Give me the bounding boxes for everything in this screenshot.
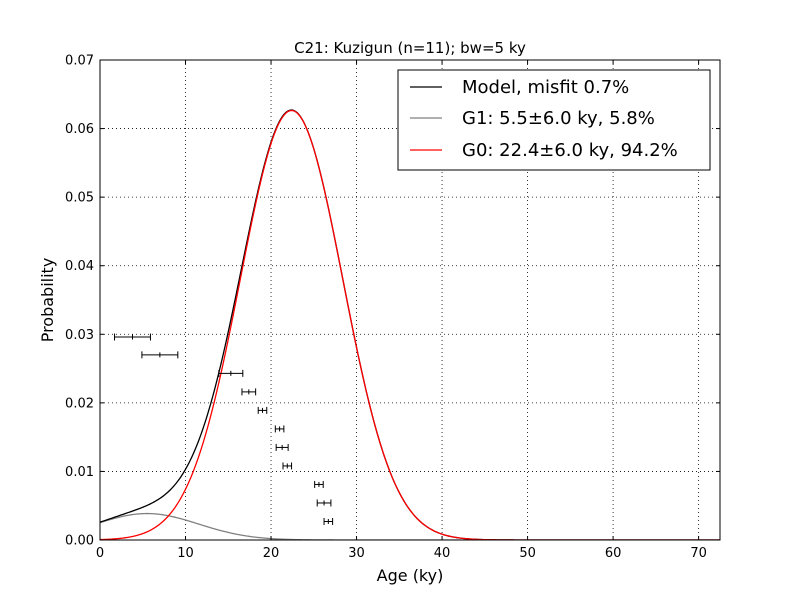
age-errorbar	[114, 333, 151, 341]
legend-label-model: Model, misfit 0.7%	[462, 77, 629, 98]
x-axis-label: Age (ky)	[377, 566, 444, 585]
y-tick-label: 0.05	[65, 191, 94, 206]
age-errorbar	[218, 369, 244, 377]
y-tick-label: 0.06	[65, 122, 94, 137]
legend-label-g1: G1: 5.5±6.0 ky, 5.8%	[462, 108, 655, 129]
age-errorbar	[275, 443, 289, 451]
x-tick-label: 10	[177, 546, 194, 561]
x-tick-label: 70	[690, 546, 707, 561]
y-axis-label: Probability	[38, 258, 57, 343]
age-errorbar	[282, 462, 293, 470]
age-errorbar	[257, 406, 268, 414]
y-tick-label: 0.02	[65, 396, 94, 411]
x-tick-label: 60	[605, 546, 622, 561]
x-tick-label: 30	[348, 546, 365, 561]
y-tick-label: 0.03	[65, 328, 94, 343]
age-errorbar	[316, 499, 332, 507]
x-tick-label: 40	[434, 546, 451, 561]
curves	[100, 109, 720, 540]
legend-label-g0: G0: 22.4±6.0 ky, 94.2%	[462, 140, 678, 161]
plot-frame	[99, 59, 721, 541]
axis-ticks: 0 10 20 30 40 50 60 70 0.00 0.01 0.02 0.03 0.04 0.05 0…	[65, 54, 720, 561]
x-tick-label: 20	[263, 546, 280, 561]
legend-box	[397, 69, 711, 171]
g0-curve	[100, 109, 720, 540]
g1-curve	[100, 512, 720, 540]
age-errorbar	[141, 351, 179, 359]
age-errorbar	[323, 517, 334, 525]
age-errorbar	[274, 425, 285, 433]
y-tick-label: 0.07	[65, 54, 94, 69]
age-errorbars	[114, 333, 334, 525]
y-tick-label: 0.01	[65, 465, 94, 480]
chart-title: C21: Kuzigun (n=11); bw=5 ky	[294, 39, 526, 57]
age-errorbar	[241, 388, 257, 396]
y-tick-label: 0.00	[65, 534, 94, 549]
age-errorbar	[314, 480, 324, 488]
legend: Model, misfit 0.7% G1: 5.5±6.0 ky, 5.8% …	[397, 69, 711, 171]
x-tick-label: 50	[519, 546, 536, 561]
y-tick-label: 0.04	[65, 259, 94, 274]
x-tick-label: 0	[96, 546, 104, 561]
